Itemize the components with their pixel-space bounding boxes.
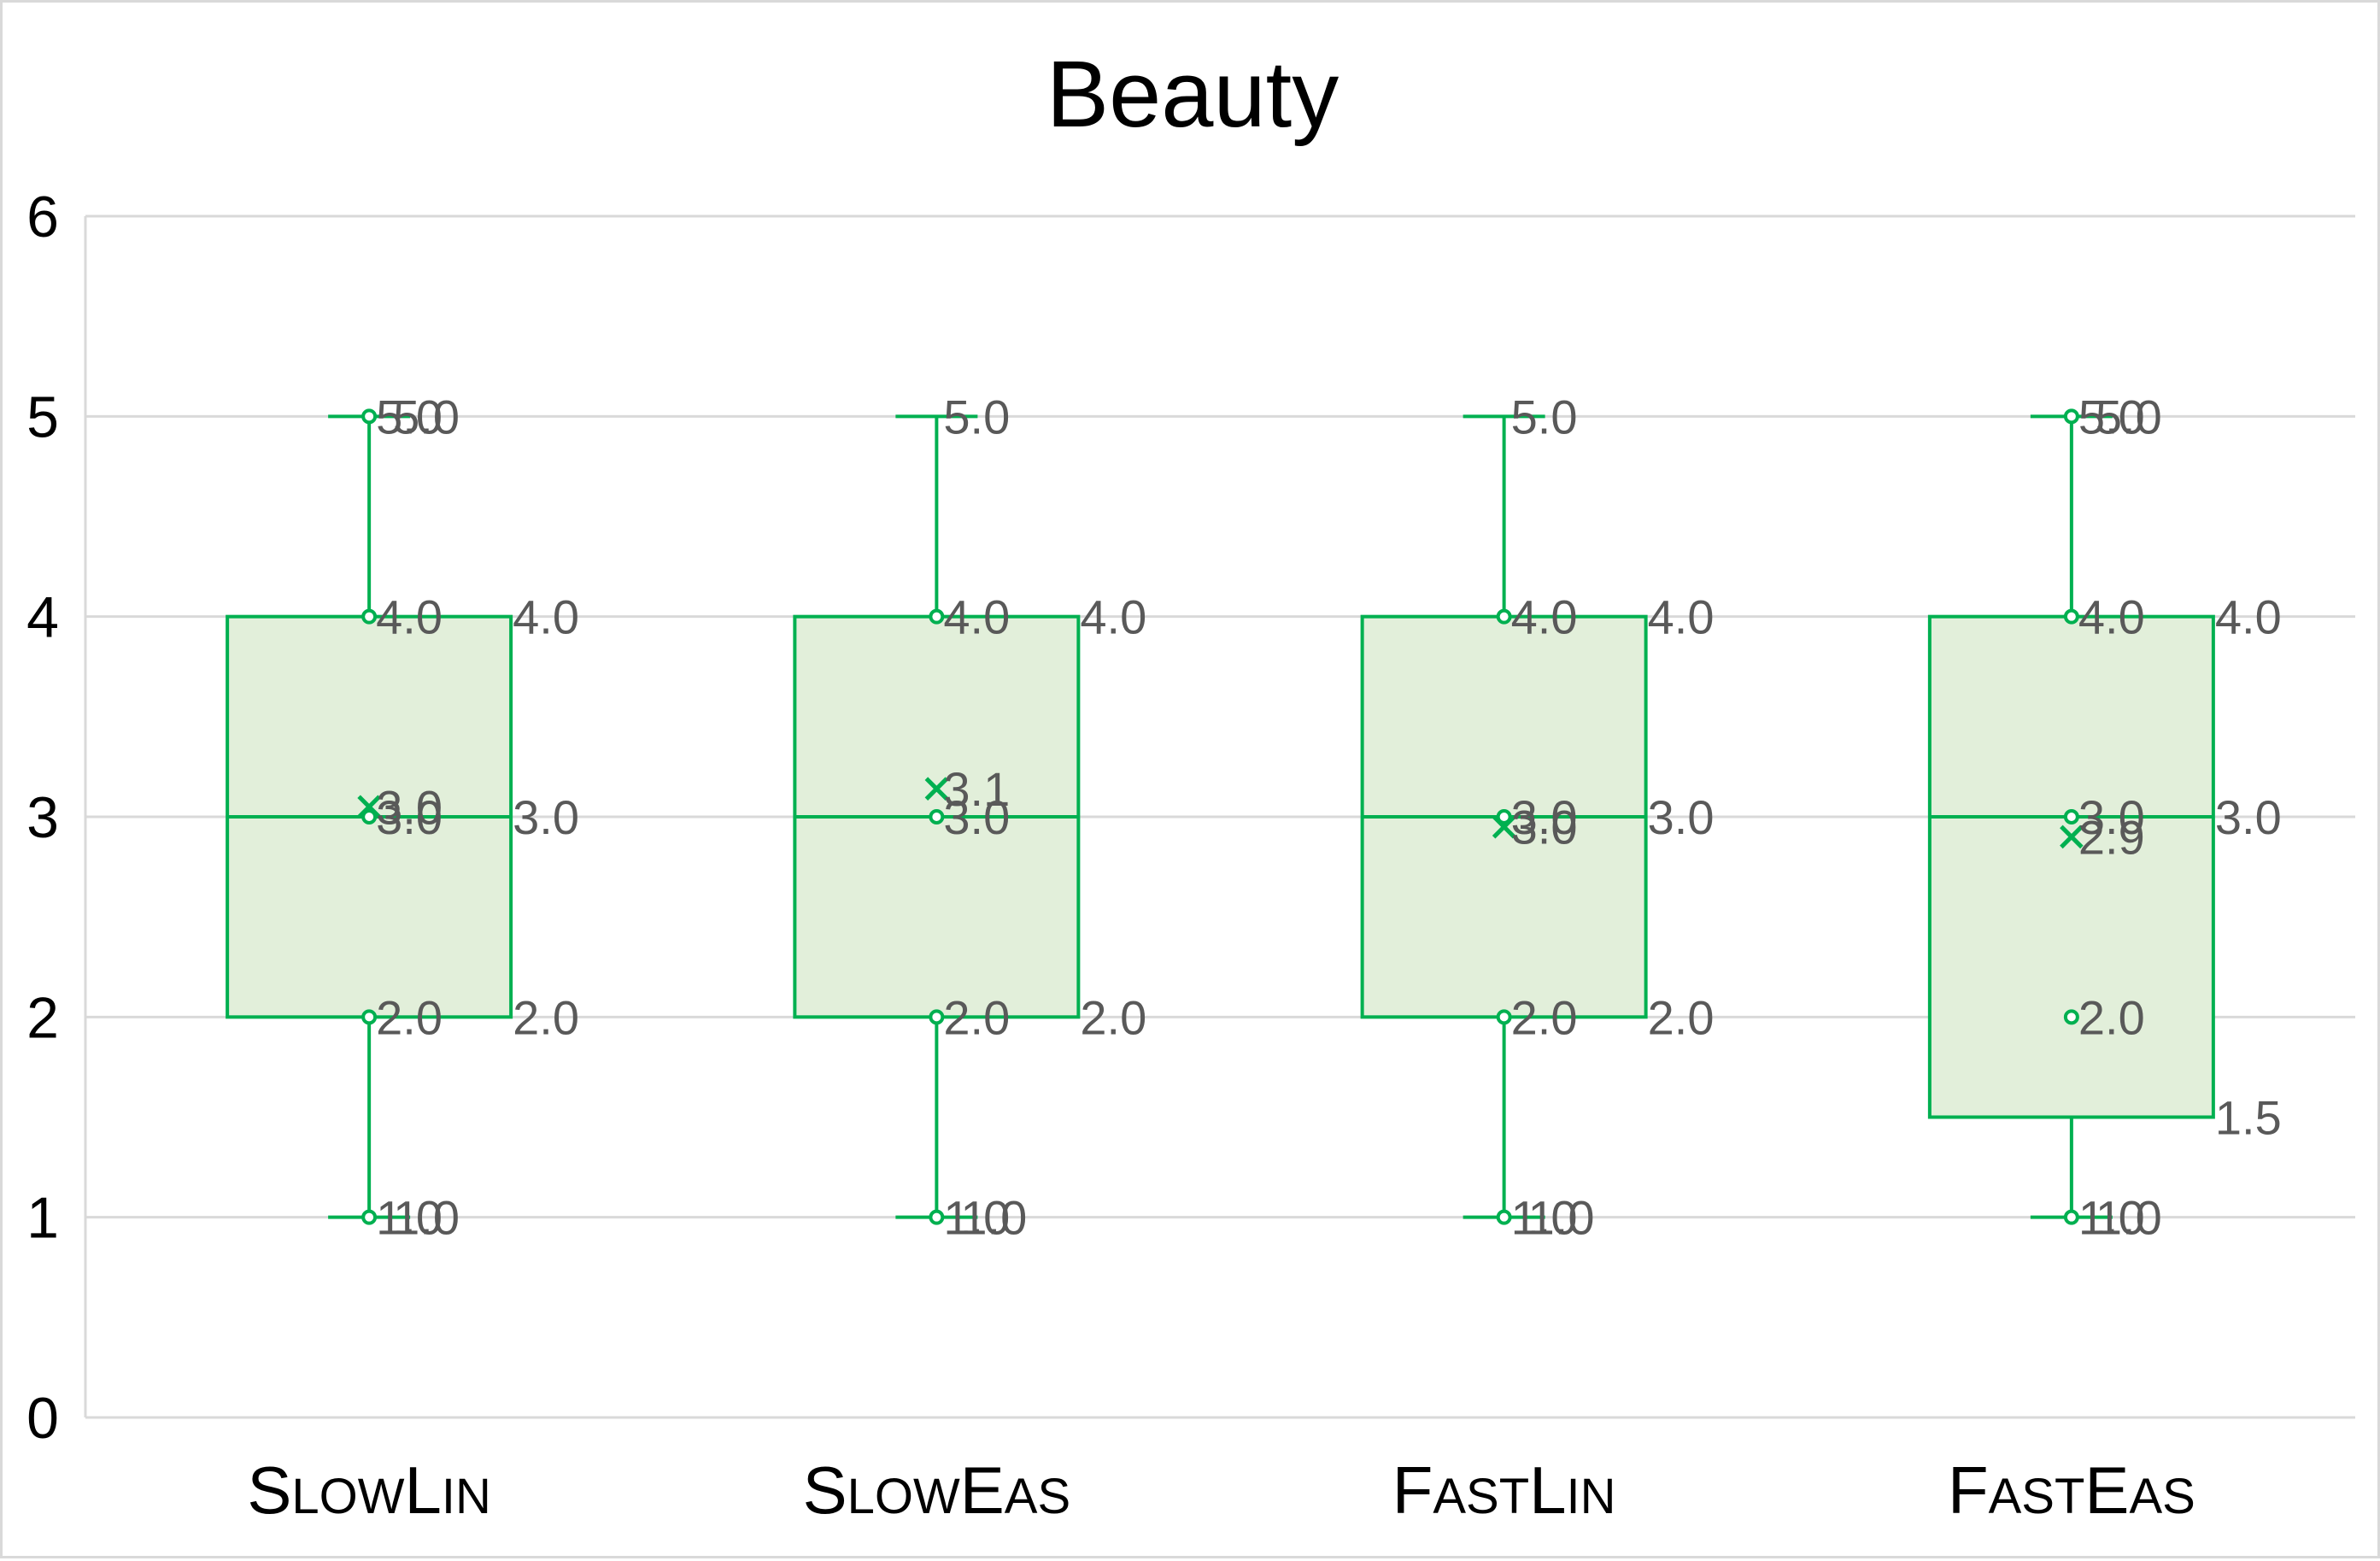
data-point (361, 809, 378, 825)
data-label: 2.0 (1648, 990, 1715, 1044)
box-1 (226, 408, 513, 1225)
data-label: 5.0 (1511, 390, 1578, 443)
data-labels: 1.01.02.03.03.04.05.05.02.03.04.01.01.02… (376, 390, 2282, 1244)
data-label: 5.0 (393, 390, 460, 443)
data-point (1496, 809, 1512, 825)
y-tick-label: 4 (26, 585, 59, 650)
data-label: 1.0 (376, 1191, 443, 1245)
data-label: 3.0 (1511, 801, 1578, 854)
data-point (1496, 608, 1512, 625)
data-label: 4.0 (2215, 590, 2282, 644)
data-point (929, 1209, 945, 1225)
data-label: 5.0 (2096, 390, 2162, 443)
data-point (2063, 1009, 2079, 1025)
data-label: 3.1 (943, 762, 1010, 816)
y-tick-label: 6 (26, 185, 59, 249)
data-label: 1.5 (2215, 1091, 2282, 1145)
data-label: 2.0 (1080, 990, 1146, 1044)
data-point (361, 608, 378, 625)
box-2 (793, 414, 1081, 1225)
y-tick-label: 5 (26, 384, 59, 449)
data-label: 1.0 (943, 1191, 1010, 1245)
data-label: 4.0 (376, 590, 443, 644)
y-axis: 0 1 2 3 4 5 6 (26, 185, 87, 1451)
data-point (361, 1209, 378, 1225)
data-label: 1.0 (960, 1191, 1027, 1245)
x-category-label: SLOWEAS (803, 1452, 1071, 1528)
data-label: 2.0 (1511, 990, 1578, 1044)
x-category-label: FASTLIN (1392, 1452, 1616, 1528)
box-3 (1360, 414, 1648, 1225)
data-label: 5.0 (943, 390, 1010, 443)
data-label: 3.0 (1511, 790, 1578, 844)
data-point (2063, 408, 2079, 425)
data-label: 3.0 (376, 780, 443, 834)
data-label: 2.9 (2078, 810, 2145, 864)
data-label: 2.0 (2078, 990, 2145, 1044)
data-point (2063, 809, 2079, 825)
x-category-label: SLOWLIN (247, 1452, 491, 1528)
box-4 (1927, 408, 2215, 1225)
data-label: 1.0 (393, 1191, 460, 1245)
mean-marker (2060, 825, 2084, 849)
x-category-label: FASTEAS (1948, 1452, 2195, 1528)
data-label: 2.0 (376, 990, 443, 1044)
data-label: 4.0 (943, 590, 1010, 644)
mean-marker (357, 795, 381, 819)
data-point (361, 408, 378, 425)
data-label: 5.0 (2078, 390, 2145, 443)
data-label: 3.0 (2215, 790, 2282, 844)
x-axis: SLOWLIN SLOWEAS FASTLIN FASTEAS (247, 1452, 2195, 1528)
data-label: 3.0 (513, 790, 579, 844)
data-label: 1.0 (2078, 1191, 2145, 1245)
data-label: 4.0 (1648, 590, 1715, 644)
data-point (1496, 1209, 1512, 1225)
data-label: 3.0 (2078, 790, 2145, 844)
mean-marker (924, 777, 949, 801)
box-series (226, 408, 2215, 1225)
data-label: 5.0 (376, 390, 443, 443)
data-label: 2.0 (513, 990, 579, 1044)
y-tick-label: 1 (26, 1186, 59, 1251)
y-tick-label: 0 (26, 1386, 59, 1451)
data-label: 1.0 (2096, 1191, 2162, 1245)
data-label: 4.0 (2078, 590, 2145, 644)
data-point (929, 1009, 945, 1025)
data-point (1496, 1009, 1512, 1025)
data-point (929, 608, 945, 625)
mean-marker (1492, 814, 1516, 839)
y-tick-label: 2 (26, 985, 59, 1050)
y-tick-label: 3 (26, 785, 59, 850)
data-label: 3.0 (943, 790, 1010, 844)
data-point (2063, 1209, 2079, 1225)
chart-title: Beauty (1046, 42, 1339, 147)
data-label: 2.0 (943, 990, 1010, 1044)
data-label: 1.0 (1528, 1191, 1595, 1245)
data-point (361, 1009, 378, 1025)
data-label: 1.0 (1511, 1191, 1578, 1245)
data-point (929, 809, 945, 825)
data-label: 4.0 (513, 590, 579, 644)
data-label: 4.0 (1511, 590, 1578, 644)
data-label: 3.0 (1648, 790, 1715, 844)
iqr-box (1927, 614, 2215, 1119)
data-label: 4.0 (1080, 590, 1146, 644)
data-label: 3.0 (376, 790, 443, 844)
data-point (2063, 608, 2079, 625)
